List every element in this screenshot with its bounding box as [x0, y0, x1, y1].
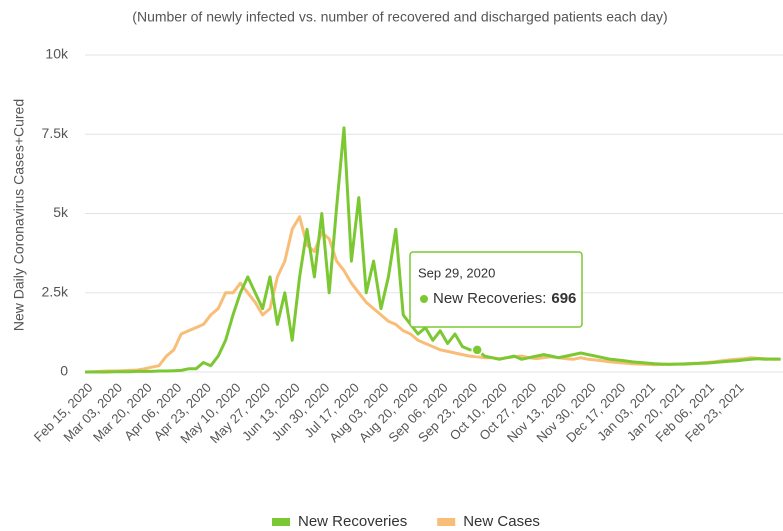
tooltip-dot: [420, 295, 428, 303]
legend-item: New Recoveries: [272, 513, 407, 530]
tooltip: Sep 29, 2020 New Recoveries: 696: [409, 251, 583, 328]
series-line: [85, 126, 781, 374]
tooltip-value: 696: [551, 290, 576, 307]
legend-item: New Cases: [437, 513, 540, 530]
y-tick-label: 7.5k: [42, 125, 69, 141]
tooltip-date: Sep 29, 2020: [418, 265, 495, 280]
tooltip-series: New Recoveries:: [433, 290, 546, 307]
legend-label: New Recoveries: [298, 513, 407, 530]
legend: New Recoveries New Cases: [272, 513, 540, 530]
tooltip-box: [409, 251, 583, 328]
y-tick-label: 10k: [45, 46, 69, 62]
chart-subtitle: (Number of newly infected vs. number of …: [132, 9, 667, 25]
y-tick-label: 0: [60, 363, 68, 379]
legend-label: New Cases: [463, 513, 540, 530]
y-axis-label: New Daily Coronavirus Cases+Cured: [11, 99, 27, 331]
y-tick-label: 2.5k: [42, 283, 69, 299]
hover-point: [471, 344, 483, 356]
y-tick-label: 5k: [53, 204, 69, 220]
